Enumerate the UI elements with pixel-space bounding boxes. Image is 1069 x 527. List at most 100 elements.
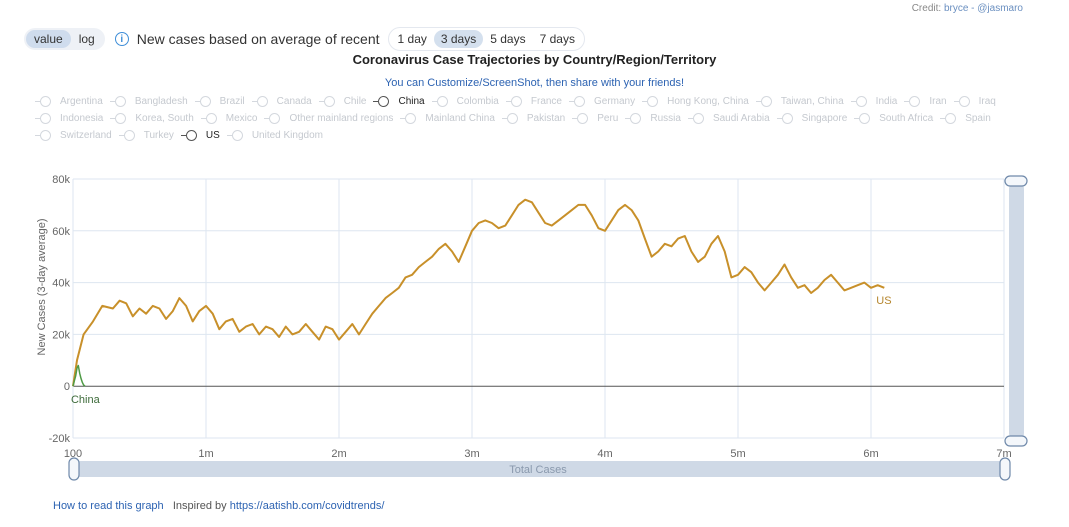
country-option[interactable]: Mainland China bbox=[400, 110, 495, 127]
x-tick-label: 4m bbox=[597, 448, 612, 460]
country-label: Brazil bbox=[219, 96, 245, 107]
country-option[interactable]: Saudi Arabia bbox=[687, 110, 770, 127]
inspired-label: Inspired by bbox=[172, 500, 227, 512]
x-tick-label: 7m bbox=[996, 448, 1011, 460]
credit-label: Credit: bbox=[911, 3, 942, 14]
trajectory-chart: 100 1m 2m 3m 4m 5m 6m 7m -20k 0 20k 40k 60k 80k US Chi… bbox=[36, 174, 1028, 481]
country-label: Germany bbox=[594, 96, 636, 107]
radio-icon bbox=[776, 113, 793, 124]
country-option[interactable]: Bangladesh bbox=[109, 93, 188, 110]
chart-title: Coronavirus Case Trajectories by Country… bbox=[352, 52, 717, 67]
country-label: Hong Kong, China bbox=[667, 96, 749, 107]
country-label: Peru bbox=[597, 113, 619, 124]
country-option[interactable]: Iraq bbox=[953, 93, 996, 110]
y-tick-label: -20k bbox=[49, 433, 71, 445]
radio-icon bbox=[940, 113, 957, 124]
log-scale-button[interactable]: log bbox=[78, 32, 95, 46]
country-label: South Africa bbox=[879, 113, 934, 124]
country-option[interactable]: Korea, South bbox=[110, 110, 194, 127]
country-label: Mexico bbox=[225, 113, 258, 124]
chart-scrollbars: Total Cases bbox=[68, 175, 1028, 481]
country-option[interactable]: Peru bbox=[572, 110, 619, 127]
horizontal-scroll-handle-right[interactable] bbox=[999, 457, 1011, 481]
scale-toggle: value log bbox=[24, 28, 105, 50]
day-1-button[interactable]: 1 day bbox=[397, 32, 427, 46]
radio-icon bbox=[35, 96, 51, 107]
country-label: Other mainland regions bbox=[289, 113, 394, 124]
credit: Credit: bryce - @jasmaro bbox=[912, 3, 1023, 14]
series-line-china[interactable] bbox=[72, 364, 86, 387]
country-option[interactable]: US bbox=[180, 127, 220, 144]
country-option[interactable]: Singapore bbox=[776, 110, 847, 127]
series-line-us[interactable] bbox=[72, 198, 885, 387]
radio-icon bbox=[400, 113, 417, 124]
country-label: Russia bbox=[650, 113, 681, 124]
radio-icon bbox=[251, 96, 268, 107]
country-label: China bbox=[398, 96, 425, 107]
country-option[interactable]: Hong Kong, China bbox=[642, 93, 749, 110]
x-tick-label: 1m bbox=[198, 448, 213, 460]
country-option[interactable]: Other mainland regions bbox=[264, 110, 394, 127]
info-icon[interactable]: i bbox=[114, 32, 129, 46]
y-tick-label: 20k bbox=[52, 329, 70, 341]
country-option[interactable]: Russia bbox=[625, 110, 681, 127]
country-option[interactable]: Germany bbox=[569, 93, 636, 110]
country-option[interactable]: Pakistan bbox=[501, 110, 565, 127]
country-option[interactable]: China bbox=[373, 93, 425, 110]
country-option[interactable]: India bbox=[850, 93, 898, 110]
country-label: Colombia bbox=[456, 96, 499, 107]
y-tick-label: 60k bbox=[52, 226, 70, 238]
country-label: Bangladesh bbox=[134, 96, 188, 107]
x-tick-label: 5m bbox=[730, 448, 745, 460]
country-option[interactable]: Canada bbox=[251, 93, 312, 110]
radio-icon bbox=[118, 130, 135, 141]
country-label: Iraq bbox=[978, 96, 996, 107]
radio-icon bbox=[904, 96, 921, 107]
country-option[interactable]: Switzerland bbox=[35, 127, 112, 144]
radio-icon bbox=[642, 96, 659, 107]
radio-icon bbox=[501, 113, 518, 124]
value-scale-button[interactable]: value bbox=[26, 30, 71, 48]
vertical-scrollbar[interactable] bbox=[1009, 182, 1024, 440]
country-option[interactable]: Turkey bbox=[118, 127, 174, 144]
country-label: Taiwan, China bbox=[780, 96, 844, 107]
country-option[interactable]: Argentina bbox=[35, 93, 103, 110]
radio-icon bbox=[687, 113, 704, 124]
y-tick-label: 40k bbox=[52, 278, 70, 290]
country-option[interactable]: France bbox=[505, 93, 562, 110]
country-label: Iran bbox=[929, 96, 947, 107]
inspired-link[interactable]: https://aatishb.com/covidtrends/ bbox=[229, 500, 385, 512]
country-option[interactable]: United Kingdom bbox=[226, 127, 323, 144]
horizontal-scrollbar[interactable] bbox=[73, 461, 1008, 477]
country-option[interactable]: Taiwan, China bbox=[755, 93, 844, 110]
how-to-read-link[interactable]: How to read this graph bbox=[53, 500, 164, 512]
day-5-button[interactable]: 5 days bbox=[490, 32, 526, 46]
country-option[interactable]: Chile bbox=[318, 93, 366, 110]
vertical-scroll-handle-top[interactable] bbox=[1004, 175, 1028, 187]
radio-icon bbox=[35, 130, 51, 141]
x-tick-label: 6m bbox=[863, 448, 878, 460]
radio-icon bbox=[264, 113, 281, 124]
country-option[interactable]: Indonesia bbox=[35, 110, 104, 127]
country-label: Mainland China bbox=[425, 113, 495, 124]
country-option[interactable]: Mexico bbox=[200, 110, 258, 127]
country-option[interactable]: Colombia bbox=[431, 93, 499, 110]
series-end-label: China bbox=[71, 394, 101, 406]
x-tick-label: 3m bbox=[464, 448, 479, 460]
radio-icon bbox=[373, 96, 390, 107]
country-label: Switzerland bbox=[60, 130, 112, 141]
radio-icon bbox=[854, 113, 871, 124]
radio-icon bbox=[625, 113, 642, 124]
country-label: Indonesia bbox=[60, 113, 104, 124]
vertical-scroll-handle-bottom[interactable] bbox=[1004, 435, 1028, 447]
country-option[interactable]: Iran bbox=[904, 93, 947, 110]
day-7-button[interactable]: 7 days bbox=[539, 32, 575, 46]
country-option[interactable]: Spain bbox=[940, 110, 991, 127]
country-option[interactable]: Brazil bbox=[194, 93, 245, 110]
credit-author-link[interactable]: bryce - @jasmaro bbox=[943, 3, 1023, 14]
chart-subtitle: You can Customize/ScreenShot, then share… bbox=[384, 77, 685, 89]
day-3-button[interactable]: 3 days bbox=[433, 30, 484, 48]
horizontal-scroll-handle-left[interactable] bbox=[68, 457, 80, 481]
country-label: India bbox=[875, 96, 898, 107]
country-option[interactable]: South Africa bbox=[854, 110, 934, 127]
